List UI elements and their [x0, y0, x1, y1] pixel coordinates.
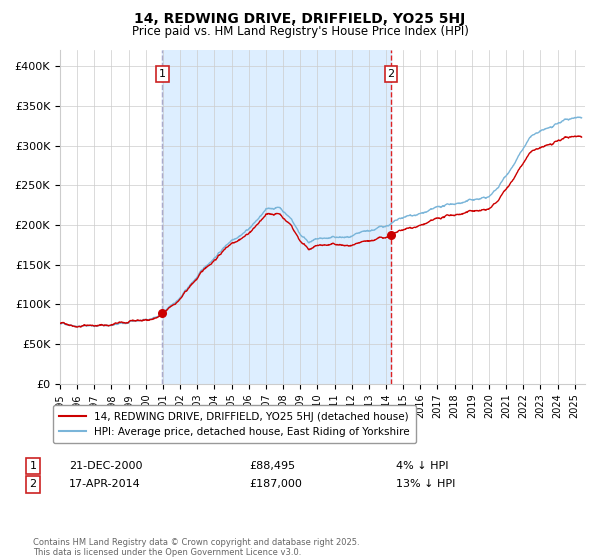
Text: 14, REDWING DRIVE, DRIFFIELD, YO25 5HJ: 14, REDWING DRIVE, DRIFFIELD, YO25 5HJ	[134, 12, 466, 26]
Text: 21-DEC-2000: 21-DEC-2000	[69, 461, 143, 471]
Text: £187,000: £187,000	[249, 479, 302, 489]
Text: 1: 1	[29, 461, 37, 471]
Text: 17-APR-2014: 17-APR-2014	[69, 479, 141, 489]
Text: 1: 1	[159, 69, 166, 79]
Legend: 14, REDWING DRIVE, DRIFFIELD, YO25 5HJ (detached house), HPI: Average price, det: 14, REDWING DRIVE, DRIFFIELD, YO25 5HJ (…	[53, 405, 416, 443]
Text: 2: 2	[29, 479, 37, 489]
Text: 2: 2	[388, 69, 395, 79]
Text: Contains HM Land Registry data © Crown copyright and database right 2025.
This d: Contains HM Land Registry data © Crown c…	[33, 538, 359, 557]
Bar	[163, 50, 391, 384]
Text: 4% ↓ HPI: 4% ↓ HPI	[396, 461, 449, 471]
Point	[158, 309, 167, 318]
Text: Price paid vs. HM Land Registry's House Price Index (HPI): Price paid vs. HM Land Registry's House …	[131, 25, 469, 38]
Text: £88,495: £88,495	[249, 461, 295, 471]
Point	[386, 231, 396, 240]
Text: 13% ↓ HPI: 13% ↓ HPI	[396, 479, 455, 489]
